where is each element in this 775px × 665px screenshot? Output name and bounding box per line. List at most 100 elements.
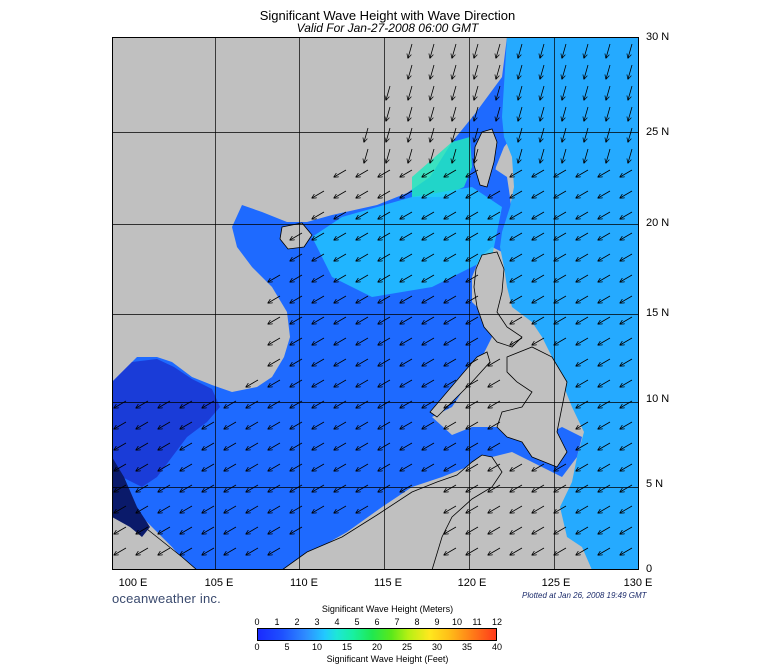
wave-direction-arrow <box>136 526 149 534</box>
wave-direction-arrow <box>474 85 479 100</box>
wave-direction-arrow <box>576 379 589 387</box>
wave-direction-arrow <box>488 232 501 240</box>
wave-direction-arrow <box>488 442 501 450</box>
wave-direction-arrow <box>466 190 479 198</box>
wave-direction-arrow <box>606 127 611 142</box>
wave-direction-arrow <box>312 232 325 240</box>
wave-direction-arrow <box>532 169 545 177</box>
wave-direction-arrow <box>356 190 369 198</box>
borneo-island <box>281 454 503 570</box>
wave-direction-arrow <box>444 169 457 177</box>
wave-direction-arrow <box>510 526 523 534</box>
wave-direction-arrow <box>598 253 611 261</box>
wave-direction-arrow <box>444 358 457 366</box>
wave-direction-arrow <box>158 505 171 513</box>
wave-direction-arrow <box>246 484 259 492</box>
wave-direction-arrow <box>474 106 479 121</box>
wave-direction-arrow <box>378 358 391 366</box>
wave-direction-arrow <box>598 274 611 282</box>
lon-label-115e: 115 E <box>374 577 402 589</box>
wave-direction-arrow <box>268 421 281 429</box>
wave-direction-arrow <box>400 421 413 429</box>
wave-direction-arrow <box>312 274 325 282</box>
wave-direction-arrow <box>628 148 633 163</box>
wave-direction-arrow <box>466 421 479 429</box>
hainan-island <box>279 222 313 250</box>
wave-direction-arrow <box>246 526 259 534</box>
chart-title: Significant Wave Height with Wave Direct… <box>259 8 516 23</box>
wave-direction-arrow <box>620 316 633 324</box>
lat-label-10n: 10 N <box>646 393 670 405</box>
wave-direction-arrow <box>422 421 435 429</box>
wave-direction-arrow <box>444 463 457 471</box>
wave-direction-arrow <box>312 421 325 429</box>
wave-direction-arrow <box>628 64 633 79</box>
wave-direction-arrow <box>268 379 281 387</box>
wave-direction-arrow <box>246 379 259 387</box>
wave-direction-arrow <box>378 463 391 471</box>
wave-direction-arrow <box>562 127 567 142</box>
wave-direction-arrow <box>268 526 281 534</box>
wave-direction-arrow <box>136 463 149 471</box>
wave-direction-arrow <box>466 442 479 450</box>
wave-direction-arrow <box>422 316 435 324</box>
wave-direction-arrow <box>136 484 149 492</box>
wave-direction-arrow <box>620 526 633 534</box>
wave-direction-arrow <box>576 442 589 450</box>
wave-direction-arrow <box>466 295 479 303</box>
wave-direction-arrows <box>114 43 633 555</box>
wave-direction-arrow <box>496 43 501 58</box>
wave-direction-arrow <box>620 232 633 240</box>
wave-direction-arrow <box>452 148 457 163</box>
wave-direction-arrow <box>224 421 237 429</box>
colorbar-title-meters: Significant Wave Height (Meters) <box>321 604 454 614</box>
wave-direction-arrow <box>576 295 589 303</box>
taiwan-island <box>473 128 498 188</box>
wave-direction-arrow <box>466 400 479 408</box>
lon-label-120e: 120 E <box>457 577 487 589</box>
wave-direction-arrow <box>290 421 303 429</box>
wave-direction-arrow <box>202 505 215 513</box>
wave-direction-arrow <box>554 232 567 240</box>
wave-direction-arrow <box>466 358 479 366</box>
wave-direction-arrow <box>554 274 567 282</box>
wave-direction-arrow <box>268 337 281 345</box>
wave-direction-arrow <box>532 253 545 261</box>
wave-direction-arrow <box>488 505 501 513</box>
wave-direction-arrow <box>356 211 369 219</box>
lon-label-110e: 110 E <box>290 577 318 589</box>
wave-direction-arrow <box>576 505 589 513</box>
wave-height-map <box>112 37 639 570</box>
wave-direction-arrow <box>510 274 523 282</box>
wave-direction-arrow <box>554 547 567 555</box>
wave-direction-arrow <box>540 64 545 79</box>
wave-direction-arrow <box>312 295 325 303</box>
wave-direction-arrow <box>180 484 193 492</box>
lon-label-100e: 100 E <box>118 577 148 589</box>
chart-subtitle: Valid For Jan-27-2008 06:00 GMT <box>296 21 479 35</box>
wave-direction-arrow <box>576 190 589 198</box>
wave-direction-arrow <box>224 484 237 492</box>
wave-direction-arrow <box>532 211 545 219</box>
wave-direction-arrow <box>202 421 215 429</box>
wave-direction-arrow <box>246 421 259 429</box>
wave-direction-arrow <box>224 526 237 534</box>
wave-direction-arrow <box>290 526 303 534</box>
wave-direction-arrow <box>510 505 523 513</box>
wave-direction-arrow <box>364 127 369 142</box>
wave-direction-arrow <box>114 484 127 492</box>
wave-direction-arrow <box>444 232 457 240</box>
wave-direction-arrow <box>554 211 567 219</box>
wave-direction-arrow <box>554 505 567 513</box>
wave-direction-arrow <box>430 85 435 100</box>
wave-direction-arrow <box>466 484 479 492</box>
wave-direction-arrow <box>158 547 171 555</box>
wave-direction-arrow <box>180 463 193 471</box>
wave-direction-arrow <box>268 400 281 408</box>
luzon-island <box>473 251 523 348</box>
wave-direction-arrow <box>224 547 237 555</box>
wave-direction-arrow <box>584 43 589 58</box>
wave-direction-arrow <box>444 295 457 303</box>
wave-direction-arrow <box>312 442 325 450</box>
wave-direction-arrow <box>356 379 369 387</box>
